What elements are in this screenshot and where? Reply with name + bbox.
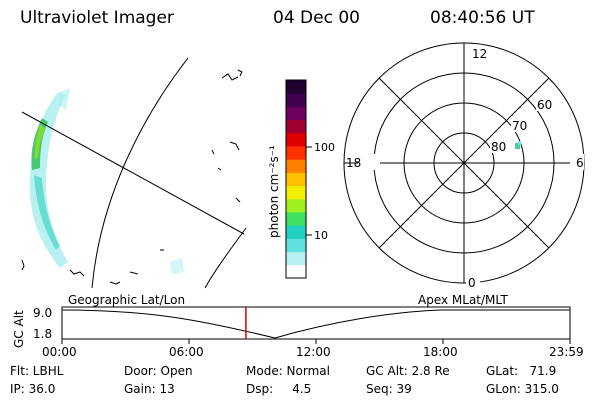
altitude-curve bbox=[61, 309, 570, 339]
x-tick-0000: 00:00 bbox=[42, 345, 77, 359]
latitude-arc bbox=[204, 227, 247, 289]
timeline-axis-label: GC Alt bbox=[12, 310, 26, 348]
seq-info: Seq: 39 bbox=[366, 382, 412, 396]
time-label: 08:40:56 UT bbox=[430, 8, 535, 28]
colorbar-segment bbox=[286, 198, 306, 213]
colorbar-segment bbox=[286, 146, 306, 160]
orbit-timeline bbox=[61, 306, 571, 344]
apex-label: Apex MLat/MLT bbox=[418, 293, 508, 307]
filter-info: Flt: LBHL bbox=[10, 364, 64, 378]
colorbar-segment bbox=[286, 251, 306, 266]
x-tick-1200: 12:00 bbox=[296, 345, 331, 359]
mode-info: Mode: Normal bbox=[246, 364, 330, 378]
mlt-label-18: 18 bbox=[346, 156, 361, 170]
geographic-label: Geographic Lat/Lon bbox=[68, 293, 186, 307]
colorbar-segment bbox=[286, 238, 306, 253]
earth-limb bbox=[91, 57, 189, 289]
x-tick-2359: 23:59 bbox=[549, 345, 584, 359]
gc-alt-info: GC Alt: 2.8 Re bbox=[366, 364, 450, 378]
mlt-label-6: 6 bbox=[576, 156, 584, 170]
color-scale-bar bbox=[285, 79, 307, 279]
colorbar-segment bbox=[286, 106, 306, 121]
polar-plot bbox=[343, 42, 585, 284]
door-info: Door: Open bbox=[124, 364, 193, 378]
polar-aurora-spot bbox=[515, 141, 521, 149]
colorbar-unit-label: photon cm⁻²s⁻¹ bbox=[267, 145, 281, 238]
colorbar-frame bbox=[285, 79, 307, 279]
colorbar-segment bbox=[286, 172, 306, 187]
x-tick-0600: 06:00 bbox=[169, 345, 204, 359]
colorbar-tick-100: 100 bbox=[314, 141, 335, 154]
colorbar-segment bbox=[286, 93, 306, 107]
mlt-label-0: 0 bbox=[468, 276, 476, 290]
colorbar-segment bbox=[286, 225, 306, 239]
colorbar-segment bbox=[286, 264, 306, 279]
colorbar-segment bbox=[286, 119, 306, 134]
colorbar-segment bbox=[286, 132, 306, 147]
mlt-label-12: 12 bbox=[472, 47, 487, 61]
aurora-emission bbox=[29, 88, 184, 274]
gain-info: Gain: 13 bbox=[124, 382, 175, 396]
date-label: 04 Dec 00 bbox=[273, 8, 360, 28]
meridian-line bbox=[21, 111, 245, 235]
glon-info: GLon: 315.0 bbox=[486, 382, 559, 396]
colorbar-tick-10: 10 bbox=[314, 229, 328, 242]
geographic-image bbox=[21, 57, 247, 289]
glat-info: GLat: 71.9 bbox=[486, 364, 557, 378]
lat-label-80: 80 bbox=[491, 140, 506, 154]
colorbar-segment bbox=[286, 185, 306, 200]
dsp-info: Dsp: 4.5 bbox=[246, 382, 312, 396]
colorbar-segment bbox=[286, 80, 306, 94]
colorbar-segment bbox=[286, 159, 306, 173]
lat-label-70: 70 bbox=[512, 119, 527, 133]
lat-label-60: 60 bbox=[537, 98, 552, 112]
x-tick-1800: 18:00 bbox=[423, 345, 458, 359]
timeline-ymin: 1.8 bbox=[33, 327, 53, 341]
coastline bbox=[21, 69, 243, 285]
colorbar-segment bbox=[286, 212, 306, 226]
timeline-ymax: 9.0 bbox=[33, 306, 53, 320]
instrument-title: Ultraviolet Imager bbox=[20, 8, 174, 28]
ip-info: IP: 36.0 bbox=[10, 382, 56, 396]
